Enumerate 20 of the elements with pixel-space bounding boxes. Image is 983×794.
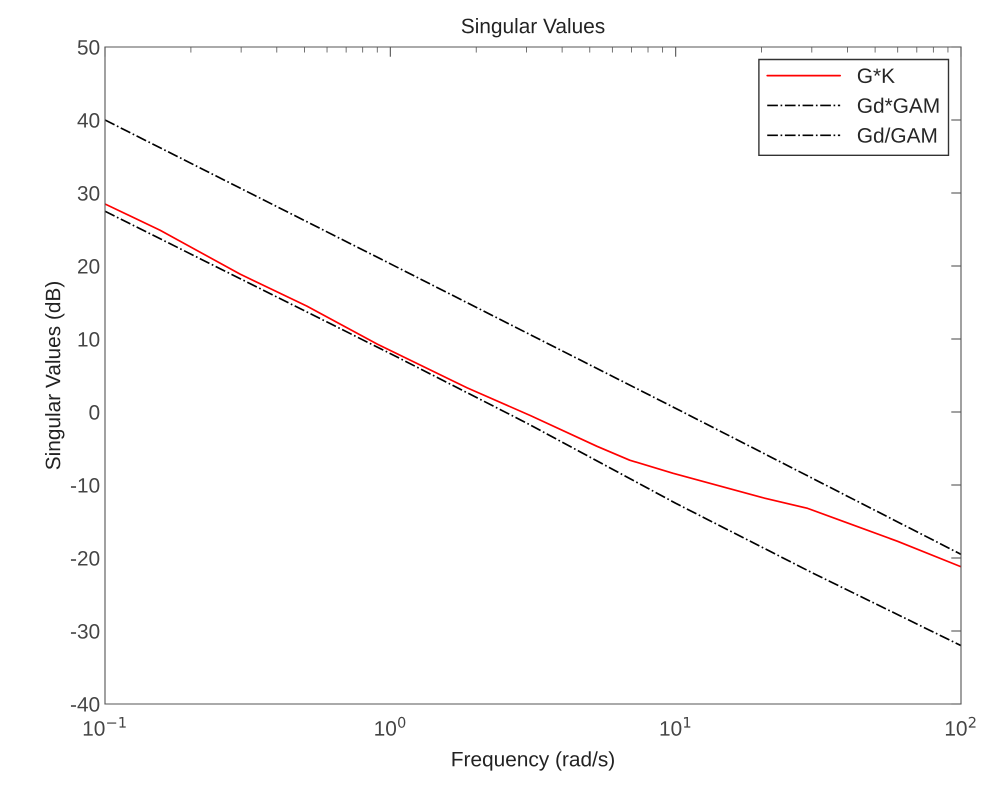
y-tick-label: 30 — [78, 186, 100, 201]
y-tick-label: -30 — [70, 624, 100, 639]
x-tick-label: 10$^{2}$ — [946, 716, 976, 736]
y-tick-label: -20 — [70, 551, 100, 566]
y-tick-label: 0 — [89, 405, 100, 420]
y-tick-label: 40 — [77, 113, 100, 128]
legend-label: Gd/GAM — [858, 128, 936, 143]
y-tick-label: 20 — [78, 259, 100, 274]
x-tick-label: 10$^{1}$ — [660, 717, 690, 736]
y-tick-label: -40 — [70, 697, 100, 712]
legend-label: Gd*GAM — [858, 98, 938, 113]
y-tick-label: 50 — [78, 40, 100, 55]
y-axis-title: Singular Values (dB) — [45, 282, 64, 470]
chart-title: Singular Values — [462, 18, 604, 38]
x-axis-title: Frequency (rad/s) — [452, 751, 614, 771]
x-tick-label: 10$^{0}$ — [375, 716, 406, 736]
y-tick-label: -10 — [70, 478, 100, 493]
x-tick-label: 10$^{−1}$ — [84, 717, 126, 736]
y-tick-label: 10 — [78, 332, 100, 347]
legend-label: G*K — [858, 68, 895, 84]
